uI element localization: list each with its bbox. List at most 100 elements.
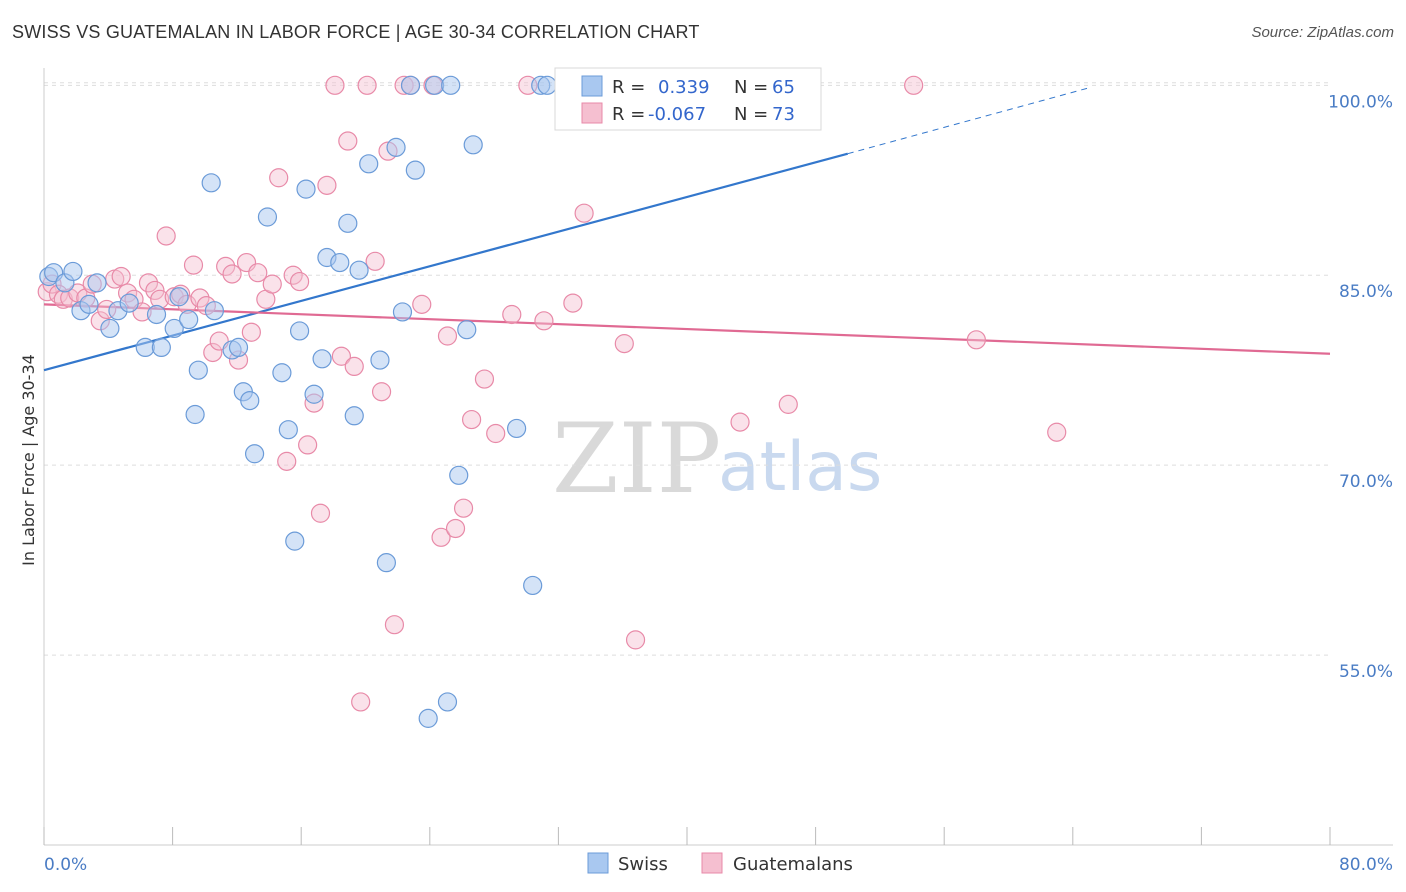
guatemalans-point-69 [614, 334, 634, 354]
source-credit: Source: ZipAtlas.com [1251, 24, 1394, 41]
guatemalans-point-32 [248, 263, 268, 283]
swiss-point-41 [386, 137, 406, 157]
legend-swatch-swiss [581, 75, 603, 97]
swiss-point-27 [278, 420, 298, 440]
guatemalans-point-68 [574, 203, 594, 223]
swiss-point-19 [204, 301, 224, 321]
chart-title: SWISS VS GUATEMALAN IN LABOR FORCE | AGE… [12, 22, 700, 42]
guatemalans-point-62 [474, 369, 495, 389]
legend-n-value-guatemalans: 73 [772, 104, 795, 125]
guatemalans-point-23 [190, 288, 210, 308]
swiss-point-38 [359, 154, 379, 174]
guatemalans-point-11 [111, 266, 131, 287]
guatemalans-point-64 [502, 304, 522, 325]
swiss-point-24 [244, 444, 265, 464]
swiss-point-6 [87, 273, 107, 293]
guatemalans-point-57 [431, 527, 451, 547]
swiss-point-45 [418, 708, 438, 728]
guatemalans-point-50 [371, 382, 392, 402]
guatemalans-point-22 [183, 255, 204, 275]
guatemalans-point-42 [317, 175, 337, 195]
swiss-point-15 [179, 309, 199, 330]
swiss-point-18 [201, 173, 221, 193]
swiss-trend-extension [847, 87, 1090, 155]
y-tick-label-100: 100.0% [1328, 92, 1393, 112]
guatemalans-point-36 [277, 451, 297, 471]
guatemalans-point-39 [298, 435, 318, 455]
guatemalans-point-59 [445, 518, 466, 539]
swiss-point-17 [185, 404, 205, 425]
swiss-point-44 [405, 160, 425, 180]
guatemalans-point-71 [730, 412, 750, 432]
swiss-point-37 [349, 260, 369, 280]
watermark-atlas: atlas [718, 428, 882, 507]
guatemalans-point-44 [331, 346, 351, 366]
swiss-point-46 [425, 75, 445, 95]
bottom-legend-label-swiss: Swiss [618, 854, 668, 875]
legend-n-value-swiss: 65 [772, 77, 795, 98]
guatemalans-point-18 [156, 226, 176, 246]
guatemalans-point-34 [262, 274, 282, 294]
guatemalans-point-66 [534, 311, 554, 331]
y-tick-label-55: 55.0% [1339, 662, 1393, 682]
guatemalans-point-61 [461, 409, 482, 430]
swiss-point-5 [79, 294, 99, 314]
swiss-point-29 [289, 321, 310, 341]
y-tick-labels: 55.0% 70.0% 85.0% 100.0% [1328, 92, 1393, 682]
swiss-point-30 [296, 179, 316, 199]
swiss-point-16 [188, 360, 208, 380]
legend-r-value-swiss: 0.339 [658, 77, 710, 98]
bottom-legend-swatch-swiss [587, 852, 609, 874]
guatemalans-point-15 [138, 273, 159, 293]
guatemalans-point-73 [904, 75, 924, 95]
swiss-point-50 [457, 320, 477, 340]
swiss-point-42 [392, 302, 413, 322]
legend-box: R = 0.339 N = 65 R = -0.067 N = 73 [554, 67, 822, 131]
guatemalans-point-70 [625, 630, 646, 650]
swiss-point-13 [164, 318, 184, 339]
swiss-point-9 [119, 293, 139, 313]
guatemalans-trend-line [43, 303, 1331, 355]
legend-swatch-guatemalans [581, 102, 603, 124]
swiss-point-10 [135, 337, 155, 358]
swiss-point-39 [370, 350, 390, 370]
x-tick-min: 0.0% [44, 855, 87, 875]
swiss-point-48 [441, 75, 461, 95]
swiss-point-11 [146, 304, 167, 325]
y-tick-label-70: 70.0% [1339, 472, 1393, 492]
swiss-point-36 [344, 406, 364, 426]
guatemalans-point-55 [412, 294, 432, 314]
swiss-point-12 [151, 337, 171, 358]
guatemalans-point-72 [778, 394, 798, 414]
swiss-point-47 [437, 692, 458, 712]
guatemalans-point-16 [145, 280, 165, 301]
bottom-legend: Swiss Guatemalans [587, 852, 853, 875]
guatemalans-point-46 [344, 356, 364, 377]
swiss-point-53 [523, 575, 543, 596]
swiss-point-52 [507, 418, 527, 439]
guatemalans-point-35 [269, 168, 289, 188]
legend-n-label-guatemalans: N = [734, 104, 768, 125]
guatemalans-point-60 [453, 498, 474, 518]
guatemalans-point-48 [357, 75, 377, 95]
guatemalans-point-27 [216, 256, 236, 276]
legend-r-label-swiss: R = [612, 77, 645, 98]
guatemalans-point-75 [1047, 422, 1067, 442]
swiss-point-21 [228, 337, 249, 358]
y-tick-label-85: 85.0% [1339, 282, 1393, 302]
bottom-legend-label-guatemalans: Guatemalans [733, 854, 853, 875]
guatemalans-point-45 [338, 131, 358, 151]
swiss-point-25 [257, 207, 278, 227]
guatemalans-point-52 [384, 615, 405, 635]
guatemalans-point-31 [241, 322, 261, 342]
swiss-point-43 [400, 75, 421, 95]
guatemalans-point-49 [365, 251, 385, 271]
guatemalans-point-74 [966, 330, 986, 350]
y-axis-label: In Labor Force | Age 30-34 [19, 354, 38, 566]
guatemalans-point-67 [563, 293, 583, 313]
axes [43, 68, 1393, 846]
legend-r-label-guatemalans: R = [612, 104, 645, 125]
swiss-point-51 [463, 135, 483, 155]
swiss-point-35 [338, 213, 358, 233]
legend-r-value-guatemalans: -0.067 [648, 104, 706, 125]
